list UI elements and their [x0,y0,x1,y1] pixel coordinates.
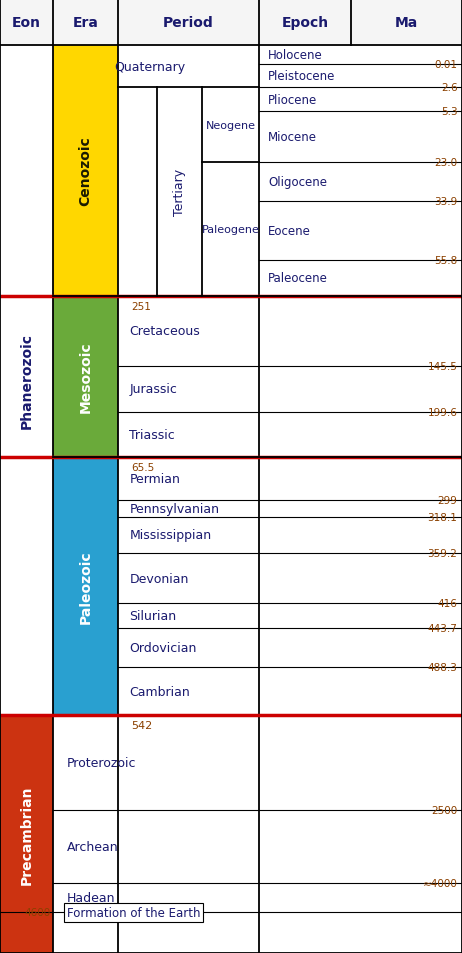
Text: Paleocene: Paleocene [268,273,328,285]
Text: Quaternary: Quaternary [114,60,185,73]
Text: Epoch: Epoch [281,16,328,30]
Text: Permian: Permian [129,473,180,485]
Text: Eocene: Eocene [268,225,311,237]
Text: Era: Era [73,16,98,30]
Text: 416: 416 [438,598,457,609]
Text: Phanerozoic: Phanerozoic [19,333,34,429]
Text: Holocene: Holocene [268,49,323,62]
Bar [53,457,118,716]
Bar [0,716,53,953]
Text: 2500: 2500 [431,805,457,815]
Text: 488.3: 488.3 [427,662,457,673]
Text: Oligocene: Oligocene [268,175,327,189]
Text: Cambrian: Cambrian [129,685,190,698]
Text: 23.0: 23.0 [434,158,457,168]
Bar [53,296,118,457]
Text: Formation of the Earth: Formation of the Earth [67,905,201,919]
Text: Neogene: Neogene [206,120,255,131]
Text: 4600: 4600 [24,907,51,917]
Text: 299: 299 [438,495,457,505]
Text: Cretaceous: Cretaceous [129,325,200,338]
Text: 5.3: 5.3 [441,107,457,117]
Text: Period: Period [163,16,213,30]
Text: ≈4000: ≈4000 [423,878,457,888]
Text: 145.5: 145.5 [427,361,457,371]
Bar [0,0,462,46]
Text: 55.8: 55.8 [434,255,457,265]
Text: Pliocene: Pliocene [268,93,317,107]
Text: Eon: Eon [12,16,41,30]
Text: Hadean: Hadean [67,891,116,904]
Text: Miocene: Miocene [268,131,317,144]
Text: Pleistocene: Pleistocene [268,70,335,83]
Text: Ma: Ma [395,16,418,30]
Text: Pennsylvanian: Pennsylvanian [129,502,219,515]
Text: 251: 251 [132,301,152,312]
Text: 2.6: 2.6 [441,83,457,93]
Text: Proterozoic: Proterozoic [67,757,136,769]
Text: Devonian: Devonian [129,572,189,585]
Text: 443.7: 443.7 [427,623,457,633]
Text: Archean: Archean [67,841,119,853]
Text: Triassic: Triassic [129,429,175,442]
Text: Jurassic: Jurassic [129,383,177,396]
Text: Precambrian: Precambrian [19,784,34,883]
Text: Mesozoic: Mesozoic [79,341,92,413]
Bar [53,46,118,296]
Text: Paleozoic: Paleozoic [79,550,92,623]
Text: Ordovician: Ordovician [129,641,197,655]
Text: Silurian: Silurian [129,610,176,622]
Text: Tertiary: Tertiary [173,169,186,216]
Text: Paleogene: Paleogene [201,225,260,234]
Text: 318.1: 318.1 [427,512,457,522]
Text: 33.9: 33.9 [434,196,457,207]
Text: 65.5: 65.5 [132,462,155,473]
Text: Mississippian: Mississippian [129,529,212,541]
Text: 542: 542 [132,720,153,730]
Text: Cenozoic: Cenozoic [79,136,92,206]
Text: 0.01: 0.01 [434,60,457,70]
Text: 199.6: 199.6 [427,408,457,418]
Text: 359.2: 359.2 [427,548,457,558]
